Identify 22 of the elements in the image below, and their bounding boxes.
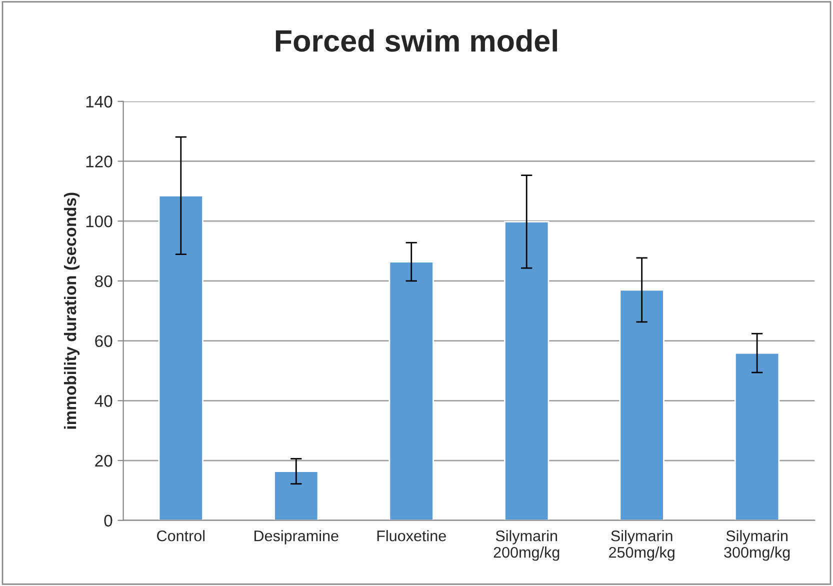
y-tick-label: 20	[95, 454, 112, 467]
bar	[619, 289, 664, 520]
x-tick-label: Silymarin 250mg/kg	[609, 530, 674, 561]
y-tick-label: 120	[86, 156, 112, 168]
bar	[158, 194, 204, 520]
bar	[734, 352, 780, 520]
x-tick-label: Silymarin 300mg/kg	[724, 530, 790, 561]
x-tick-label: Desipramine	[254, 530, 338, 544]
y-tick-label: 60	[95, 335, 112, 348]
x-tick-label: Fluoxetine	[377, 530, 446, 542]
chart-title: Forced swim model	[276, 29, 557, 52]
y-tick-label: 40	[94, 395, 112, 407]
y-tick-label: 0	[104, 514, 112, 527]
y-tick-label: 140	[86, 96, 112, 108]
x-tick-label: Silymarin 200mg/kg	[494, 530, 560, 561]
y-tick-label: 80	[95, 275, 112, 288]
x-tick-label: Control	[157, 530, 205, 542]
bar	[504, 220, 550, 520]
y-tick-label: 100	[86, 215, 112, 228]
bar	[388, 261, 434, 520]
y-axis-title: immobility duration (seconds)	[64, 192, 80, 429]
bar	[274, 470, 319, 520]
